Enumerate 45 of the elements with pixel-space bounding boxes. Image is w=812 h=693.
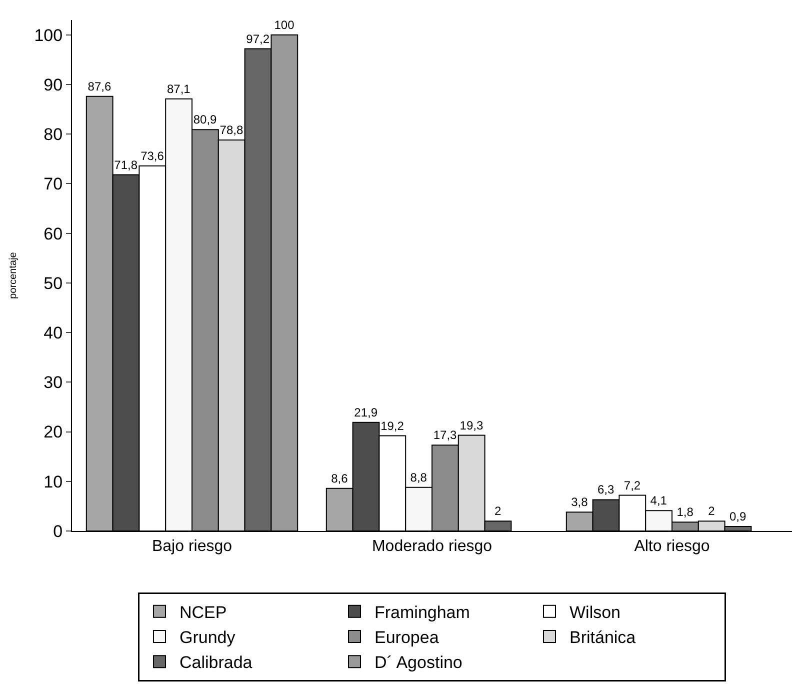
y-tick-label: 0	[53, 522, 63, 541]
legend-label: Británica	[570, 628, 636, 648]
data-label: 71,8	[114, 158, 138, 172]
data-label: 80,9	[193, 112, 218, 127]
data-label: 7,2	[624, 478, 641, 492]
x-tick-label: Moderado riesgo	[372, 538, 492, 556]
data-label: 97,2	[246, 32, 270, 46]
data-label: 78,8	[220, 123, 244, 138]
data-label: 8,8	[410, 470, 428, 484]
data-label: 73,6	[140, 148, 164, 163]
data-label: 2	[494, 504, 502, 518]
legend-label: Europea	[374, 628, 440, 648]
y-axis-title: porcentaje	[8, 252, 20, 299]
legend-label: NCEP	[180, 603, 227, 622]
data-label: 2	[708, 504, 716, 518]
data-label: 8,6	[331, 471, 348, 486]
y-tick-label: 10	[44, 472, 63, 492]
legend-label: Grundy	[180, 628, 236, 648]
x-tick-label: Bajo riesgo	[152, 538, 232, 556]
data-label: 100	[274, 18, 295, 32]
legend-label: Framingham	[374, 603, 470, 622]
legend-label: Calibrada	[180, 653, 253, 672]
y-tick-label: 70	[44, 174, 63, 194]
y-tick-label: 100	[34, 26, 63, 45]
y-tick-label: 80	[44, 125, 63, 144]
data-label: 87,6	[88, 79, 112, 94]
y-tick-label: 90	[44, 75, 63, 94]
y-tick-label: 20	[44, 422, 63, 442]
data-label: 21,9	[354, 405, 378, 420]
y-tick-label: 60	[44, 224, 63, 244]
y-tick-label: 30	[44, 373, 63, 392]
legend-label: D´ Agostino	[374, 653, 462, 672]
data-label: 3,8	[571, 495, 588, 510]
data-label: 87,1	[166, 82, 191, 96]
y-tick-label: 50	[44, 274, 63, 293]
data-label: 19,3	[460, 418, 484, 432]
data-label: 6,3	[597, 482, 615, 497]
legend-label: Wilson	[570, 603, 621, 622]
data-label: 1,8	[676, 505, 694, 520]
data-label: 19,2	[380, 418, 404, 433]
y-tick-label: 40	[44, 324, 63, 342]
data-label: 0,9	[729, 510, 747, 524]
x-tick-label: Alto riesgo	[634, 538, 710, 556]
data-label: 4,1	[650, 494, 668, 508]
data-label: 17,3	[433, 428, 458, 442]
